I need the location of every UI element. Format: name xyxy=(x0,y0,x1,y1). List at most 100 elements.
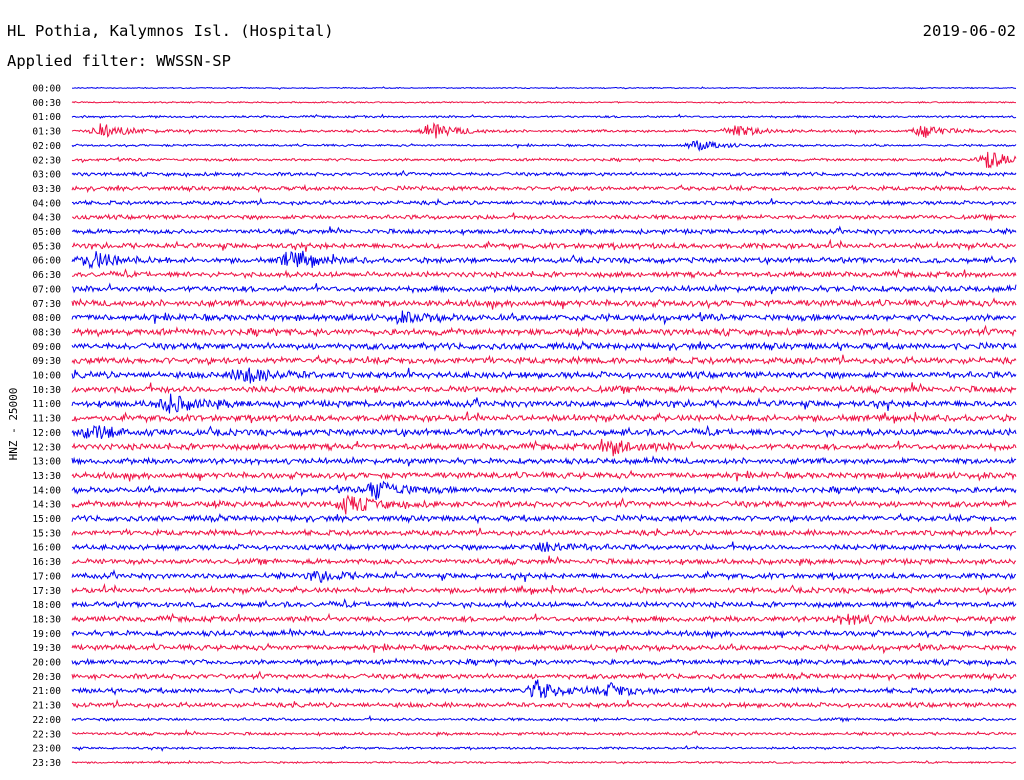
row-label-1000: 10:00 xyxy=(32,371,61,382)
row-label-1530: 15:30 xyxy=(32,528,61,539)
trace-1300 xyxy=(71,455,1017,467)
row-label-0230: 02:30 xyxy=(32,155,61,166)
trace-1330 xyxy=(71,469,1017,482)
trace-1800 xyxy=(71,598,1017,610)
row-label-1300: 13:00 xyxy=(32,457,61,468)
trace-0830 xyxy=(71,324,1017,338)
trace-1730 xyxy=(71,582,1017,596)
row-label-0300: 03:00 xyxy=(32,170,61,181)
row-label-1130: 11:30 xyxy=(32,414,61,425)
row-label-1100: 11:00 xyxy=(32,399,61,410)
row-label-0730: 07:30 xyxy=(32,299,61,310)
trace-1100 xyxy=(71,393,1017,414)
trace-1430 xyxy=(71,494,1017,515)
trace-1900 xyxy=(71,627,1017,639)
row-label-0500: 05:00 xyxy=(32,227,61,238)
trace-2030 xyxy=(71,670,1017,682)
row-label-1330: 13:30 xyxy=(32,471,61,482)
row-label-1830: 18:30 xyxy=(32,614,61,625)
trace-0630 xyxy=(71,268,1017,280)
row-label-0330: 03:30 xyxy=(32,184,61,195)
row-label-1800: 18:00 xyxy=(32,600,61,611)
trace-1230 xyxy=(71,438,1017,457)
trace-0900 xyxy=(71,340,1017,352)
trace-1830 xyxy=(71,612,1017,625)
row-label-1630: 16:30 xyxy=(32,557,61,568)
row-label-2300: 23:00 xyxy=(32,744,61,755)
row-label-0100: 01:00 xyxy=(32,112,61,123)
trace-2200 xyxy=(71,714,1017,723)
trace-0700 xyxy=(71,282,1017,295)
trace-2130 xyxy=(71,698,1017,710)
row-label-1230: 12:30 xyxy=(32,442,61,453)
trace-2300 xyxy=(72,745,1017,752)
trace-1030 xyxy=(71,382,1017,395)
trace-1600 xyxy=(71,541,1017,553)
row-label-2100: 21:00 xyxy=(32,686,61,697)
row-label-1200: 12:00 xyxy=(32,428,61,439)
trace-0430 xyxy=(71,212,1017,222)
row-label-0200: 02:00 xyxy=(32,141,61,152)
trace-2100 xyxy=(71,679,1017,699)
row-label-1400: 14:00 xyxy=(32,485,61,496)
filter-label: Applied filter: WWSSN-SP xyxy=(7,52,231,70)
channel-label: HNZ - 25000 xyxy=(7,388,20,461)
row-label-0930: 09:30 xyxy=(32,356,61,367)
trace-0400 xyxy=(71,197,1017,207)
row-label-2000: 20:00 xyxy=(32,658,61,669)
row-label-0600: 06:00 xyxy=(32,256,61,267)
row-label-1700: 17:00 xyxy=(32,571,61,582)
trace-0230 xyxy=(71,151,1017,169)
row-label-0830: 08:30 xyxy=(32,327,61,338)
row-label-0700: 07:00 xyxy=(32,284,61,295)
row-label-1030: 10:30 xyxy=(32,385,61,396)
trace-0730 xyxy=(71,297,1017,310)
trace-2330 xyxy=(71,759,1017,765)
trace-1000 xyxy=(71,367,1017,384)
trace-rows: 00:00 00:30 01:00 01:30 02:00 02:30 03:00 03:30… xyxy=(32,84,1017,769)
row-label-0400: 04:00 xyxy=(32,198,61,209)
row-label-2200: 22:00 xyxy=(32,715,61,726)
date-label: 2019-06-02 xyxy=(923,22,1016,40)
row-label-0800: 08:00 xyxy=(32,313,61,324)
trace-0800 xyxy=(71,310,1017,326)
row-label-1430: 14:30 xyxy=(32,500,61,511)
trace-0030 xyxy=(71,100,1016,105)
row-label-0030: 00:30 xyxy=(32,98,61,109)
trace-0200 xyxy=(71,140,1017,152)
trace-1700 xyxy=(71,568,1016,583)
trace-1530 xyxy=(71,526,1017,538)
row-label-2230: 22:30 xyxy=(32,729,61,740)
trace-0930 xyxy=(71,354,1017,366)
trace-0130 xyxy=(71,122,1017,139)
row-label-2330: 23:30 xyxy=(32,758,61,769)
row-label-0000: 00:00 xyxy=(32,84,61,95)
trace-0100 xyxy=(71,113,1017,120)
trace-0530 xyxy=(71,238,1016,252)
trace-0500 xyxy=(71,225,1017,237)
trace-0600 xyxy=(71,250,1017,270)
trace-1400 xyxy=(71,480,1017,501)
row-label-0900: 09:00 xyxy=(32,342,61,353)
row-label-1500: 15:00 xyxy=(32,514,61,525)
trace-2230 xyxy=(71,728,1017,738)
trace-1500 xyxy=(71,512,1017,525)
row-label-1900: 19:00 xyxy=(32,629,61,640)
trace-2000 xyxy=(71,657,1017,668)
row-label-0630: 06:30 xyxy=(32,270,61,281)
trace-1930 xyxy=(71,642,1017,655)
trace-1200 xyxy=(71,424,1017,439)
station-title: HL Pothia, Kalymnos Isl. (Hospital) xyxy=(7,22,334,40)
row-label-2130: 21:30 xyxy=(32,701,61,712)
row-label-1930: 19:30 xyxy=(32,643,61,654)
trace-0000 xyxy=(71,86,1017,90)
row-label-1730: 17:30 xyxy=(32,586,61,597)
trace-0300 xyxy=(71,169,1017,178)
trace-1630 xyxy=(71,555,1017,567)
trace-0330 xyxy=(71,183,1017,194)
trace-1130 xyxy=(71,411,1017,424)
row-label-1600: 16:00 xyxy=(32,543,61,554)
row-label-0430: 04:30 xyxy=(32,213,61,224)
row-label-2030: 20:30 xyxy=(32,672,61,683)
